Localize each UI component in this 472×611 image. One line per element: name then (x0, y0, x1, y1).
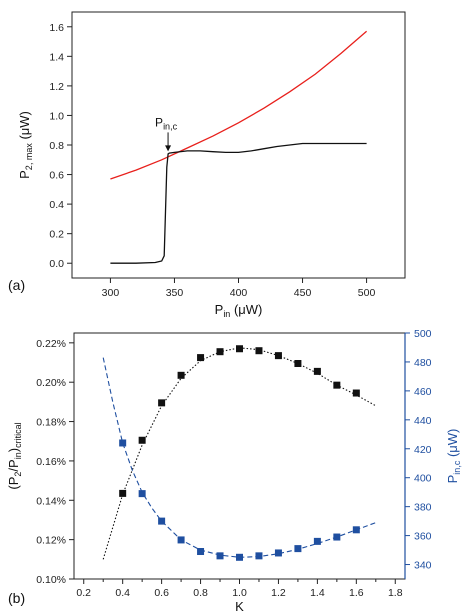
data-point-0 (352, 389, 360, 397)
y-tick-label: 1.0 (49, 110, 64, 122)
panel-a-x-axis-label: Pin (μW) (215, 302, 263, 319)
panel-b-y-ticks: 0.10% 0.12% 0.14% 0.16% 0.18% 0.20% 0.22% (36, 338, 74, 586)
right-y-tick-label: 360 (414, 531, 432, 543)
right-y-tick-label: 400 (414, 473, 432, 485)
x-tick-label: 500 (358, 287, 376, 299)
panel-b-right-y-ticks: 340 360 380 400 420 440 460 480 500 (405, 328, 432, 572)
data-point-0 (138, 436, 146, 444)
panel-a-x-ticks: 300 350 400 450 500 (102, 278, 376, 299)
y-tick-label: 1.2 (49, 81, 64, 93)
y-tick-label: 0.8 (49, 140, 64, 152)
x-tick-label: 1.4 (310, 587, 325, 599)
right-y-tick-label: 480 (414, 357, 432, 369)
data-point-2 (313, 537, 321, 545)
data-point-2 (274, 549, 282, 557)
panel-a-series (110, 30, 368, 264)
right-y-tick-label: 460 (414, 386, 432, 398)
panel-a-y-ticks: 0.0 0.2 0.4 0.6 0.8 1.0 1.2 1.4 1.6 (49, 22, 72, 270)
panel-a-y-axis-label: P2, max (μW) (17, 111, 34, 179)
x-tick-label: 400 (230, 287, 248, 299)
x-tick-label: 350 (166, 287, 184, 299)
panel-a-annotation: Pin,c (155, 115, 178, 152)
y-tick-label: 0.10% (36, 574, 66, 586)
annotation-label: Pin,c (155, 115, 178, 131)
panel-a-chart: 300 350 400 450 500 0.0 0.2 0.4 0.6 0.8 1.0 1.2 1.4… (8, 11, 406, 319)
panel-b-x-ticks: 0.2 0.4 0.6 0.8 1.0 1.2 1.4 1.6 1.8 (76, 579, 403, 599)
x-tick-label: 1.0 (232, 587, 247, 599)
x-tick-label: 1.8 (388, 587, 403, 599)
data-point-0 (119, 489, 127, 497)
x-tick-label: 0.2 (76, 587, 91, 599)
data-point-2 (138, 490, 146, 498)
fit-curve-3 (102, 357, 376, 558)
x-tick-label: 450 (294, 287, 312, 299)
data-point-0 (236, 345, 243, 353)
x-tick-label: 0.8 (193, 587, 208, 599)
x-tick-label: 0.6 (154, 587, 169, 599)
series-line-1 (110, 142, 367, 264)
y-tick-label: 1.4 (49, 51, 64, 63)
series-line-0 (110, 30, 368, 180)
y-tick-label: 0.2 (49, 229, 64, 241)
y-tick-label: 1.6 (49, 22, 64, 34)
data-point-0 (255, 347, 263, 355)
y-tick-label: 0.16% (36, 456, 66, 468)
right-y-tick-label: 420 (414, 444, 432, 456)
x-tick-label: 1.2 (271, 587, 286, 599)
data-point-0 (177, 371, 185, 379)
y-tick-label: 0.18% (36, 417, 66, 429)
data-point-2 (197, 548, 205, 556)
y-tick-label: 0.6 (49, 170, 64, 182)
right-y-tick-label: 440 (414, 415, 432, 427)
y-tick-label: 0.14% (36, 495, 66, 507)
data-point-2 (216, 552, 224, 560)
right-y-tick-label: 340 (414, 560, 432, 572)
x-tick-label: 0.4 (115, 587, 130, 599)
x-tick-label: 1.6 (349, 587, 364, 599)
y-tick-label: 0.4 (49, 199, 64, 211)
panel-b-y-axis-label: (P2/Pin)critical (6, 422, 23, 489)
x-tick-label: 300 (102, 287, 120, 299)
annotation-arrowhead (165, 145, 172, 152)
panel-b-series (102, 345, 377, 561)
right-y-tick-label: 500 (414, 328, 432, 340)
data-point-0 (158, 399, 166, 407)
panel-b-x-axis-label: K (235, 599, 244, 611)
data-point-2 (158, 517, 166, 525)
fit-curve-1 (102, 347, 377, 560)
panel-b-plot-frame (73, 332, 406, 580)
data-point-2 (255, 552, 263, 560)
panel-a-label: (a) (8, 277, 25, 293)
data-point-2 (119, 439, 127, 447)
right-y-tick-label: 380 (414, 502, 432, 514)
y-tick-label: 0.22% (36, 338, 66, 350)
y-tick-label: 0.0 (49, 258, 64, 270)
y-tick-label: 0.12% (36, 535, 66, 547)
data-point-0 (197, 354, 205, 362)
data-point-0 (313, 367, 321, 375)
panel-b-label: (b) (8, 590, 25, 606)
y-tick-label: 0.20% (36, 377, 66, 389)
panel-b-right-y-axis-label: Pin,c (μW) (445, 429, 462, 484)
panel-b-chart: 0.2 0.4 0.6 0.8 1.0 1.2 1.4 1.6 1.8 0.10%0.12%0.… (6, 328, 462, 611)
panel-a-plot-frame (71, 11, 406, 279)
data-point-2 (294, 545, 302, 553)
